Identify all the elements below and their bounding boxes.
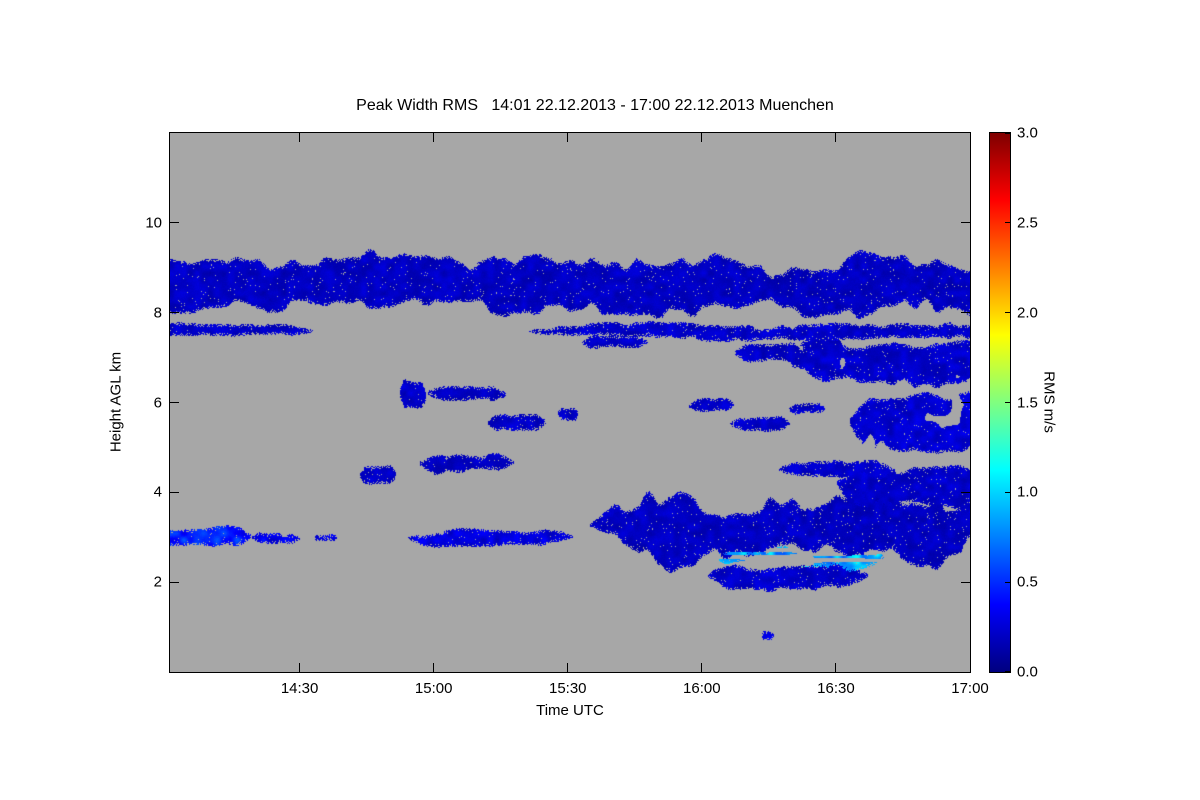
- colorbar: [989, 132, 1011, 673]
- heatmap-canvas: [170, 133, 970, 672]
- y-tick-mark: [170, 402, 179, 403]
- colorbar-tick-label: 1.0: [1017, 483, 1038, 501]
- colorbar-gradient: [990, 133, 1010, 672]
- x-tick-mark: [701, 663, 703, 672]
- x-tick-mark: [835, 133, 837, 142]
- colorbar-tick-mark: [1005, 222, 1010, 224]
- y-tick-mark: [961, 491, 970, 493]
- colorbar-tick-mark: [1005, 491, 1010, 493]
- y-tick-label: 6: [153, 394, 162, 411]
- x-tick-mark: [969, 133, 971, 142]
- colorbar-tick-mark: [1005, 312, 1010, 314]
- y-tick-mark: [961, 222, 970, 224]
- x-tick-mark: [969, 663, 971, 672]
- x-tick-label: 14:30: [280, 680, 319, 697]
- x-tick-mark: [433, 663, 435, 672]
- x-tick-mark: [299, 133, 301, 142]
- y-tick-mark: [170, 581, 179, 583]
- y-tick-mark: [170, 491, 179, 493]
- colorbar-tick-label: 2.5: [1017, 214, 1038, 232]
- x-tick-label: 17:00: [951, 680, 989, 697]
- y-tick-label: 10: [145, 214, 162, 232]
- colorbar-tick-label: 0.5: [1017, 573, 1038, 591]
- x-tick-label: 15:00: [414, 680, 453, 697]
- x-tick-mark: [567, 133, 569, 142]
- y-tick-label: 4: [153, 483, 162, 501]
- colorbar-tick-label: 2.0: [1017, 304, 1038, 322]
- y-tick-mark: [170, 222, 179, 224]
- y-tick-mark: [961, 402, 970, 403]
- x-tick-mark: [433, 133, 435, 142]
- colorbar-tick-mark: [1005, 671, 1010, 672]
- x-tick-label: 16:00: [683, 680, 721, 697]
- plot-area: [169, 132, 971, 673]
- colorbar-tick-label: 1.5: [1017, 394, 1038, 411]
- y-tick-mark: [961, 581, 970, 583]
- y-tick-mark: [170, 312, 179, 314]
- colorbar-tick-mark: [1005, 133, 1010, 134]
- x-tick-label: 15:30: [548, 680, 587, 697]
- x-tick-mark: [299, 663, 301, 672]
- colorbar-tick-label: 0.0: [1017, 663, 1038, 681]
- x-axis-label: Time UTC: [536, 702, 604, 719]
- colorbar-label: RMS m/s: [1040, 371, 1058, 433]
- x-tick-label: 16:30: [817, 680, 855, 697]
- y-tick-mark: [961, 312, 970, 314]
- colorbar-tick-label: 3.0: [1017, 124, 1038, 142]
- x-tick-mark: [835, 663, 837, 672]
- y-tick-label: 2: [153, 573, 162, 591]
- chart-title: Peak Width RMS 14:01 22.12.2013 - 17:00 …: [356, 97, 834, 114]
- colorbar-tick-mark: [1005, 402, 1010, 403]
- colorbar-tick-mark: [1005, 581, 1010, 583]
- x-tick-mark: [567, 663, 569, 672]
- x-tick-mark: [701, 133, 703, 142]
- y-tick-label: 8: [153, 304, 162, 322]
